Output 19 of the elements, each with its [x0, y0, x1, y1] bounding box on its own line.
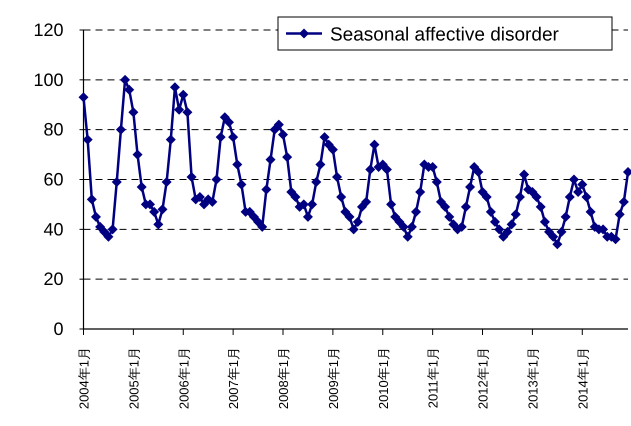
x-tick-label: 2006年1月 [176, 347, 192, 410]
x-tick-label: 2007年1月 [226, 347, 242, 410]
x-tick-label: 2005年1月 [126, 347, 142, 410]
x-tick-label: 2011年1月 [426, 347, 441, 408]
x-tick-label: 2013年1月 [525, 347, 540, 410]
x-tick-label: 2009年1月 [326, 347, 341, 410]
y-tick-label: 20 [43, 269, 64, 290]
x-tick-label: 2008年1月 [276, 347, 292, 410]
legend-label: Seasonal affective disorder [330, 24, 560, 46]
y-tick-label: 100 [33, 70, 64, 90]
x-tick-label: 2004年1月 [76, 347, 92, 410]
y-tick-label: 80 [43, 120, 64, 140]
y-tick-label: 60 [43, 170, 64, 190]
y-tick-label: 120 [33, 20, 64, 40]
x-tick-label: 2010年1月 [376, 347, 391, 410]
y-tick-label: 40 [43, 219, 64, 240]
x-tick-label: 2012年1月 [476, 347, 491, 410]
y-tick-label: 0 [53, 319, 64, 339]
x-tick-label: 2014年1月 [575, 347, 590, 410]
